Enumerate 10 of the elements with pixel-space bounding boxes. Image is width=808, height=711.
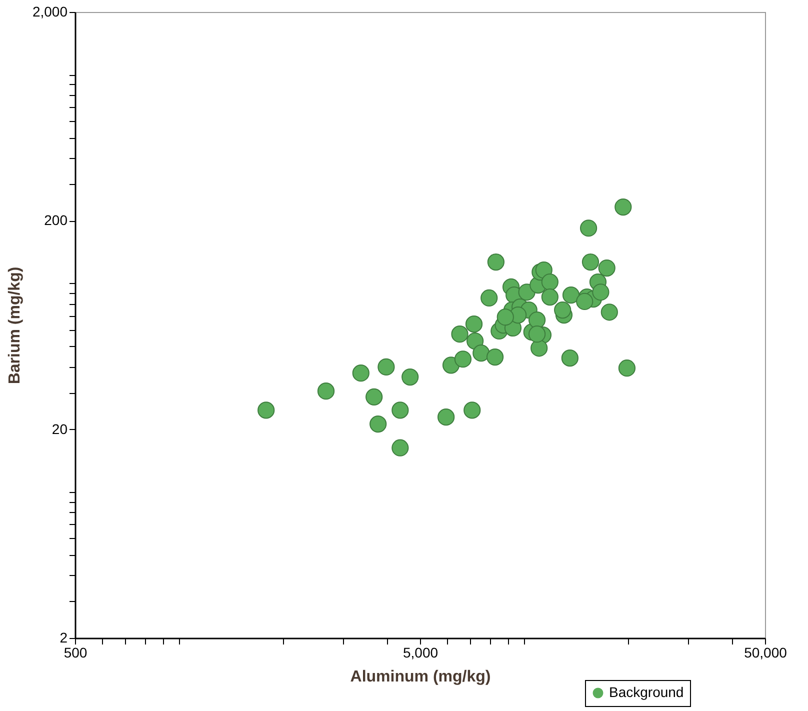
x-tick-label: 50,000: [744, 644, 788, 660]
y-tick-label: 2: [60, 630, 68, 646]
legend-label: Background: [609, 684, 684, 700]
y-axis-title: Barium (mg/kg): [6, 266, 24, 384]
x-tick-label: 5,000: [402, 644, 438, 660]
y-tick-label: 20: [52, 420, 68, 437]
x-axis-title: Aluminum (mg/kg): [350, 668, 491, 686]
y-tick-label: 2,000: [32, 4, 68, 20]
x-tick-label: 500: [64, 644, 88, 660]
y-tick-label: 200: [44, 212, 68, 228]
